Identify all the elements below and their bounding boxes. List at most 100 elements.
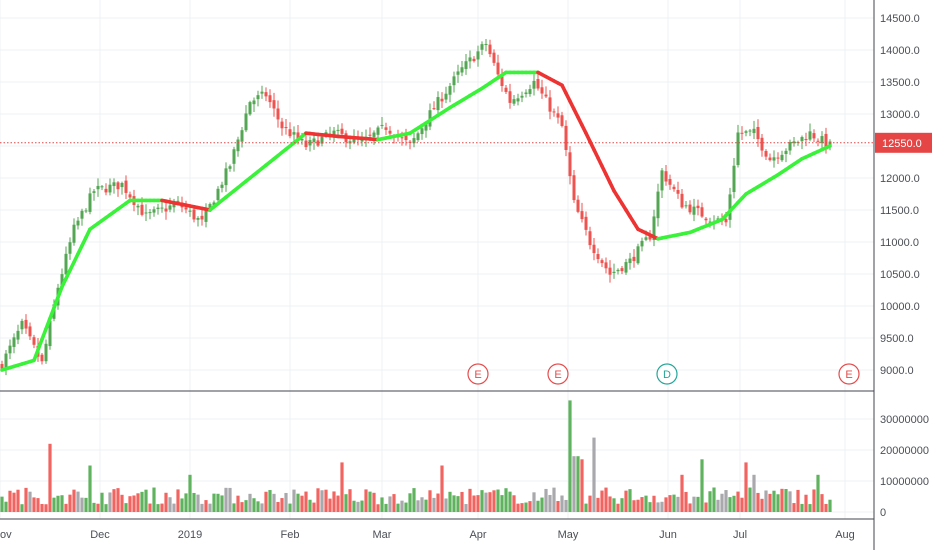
candle-body bbox=[148, 212, 152, 214]
volume-bar bbox=[108, 492, 112, 512]
price-axis[interactable]: 9000.0 9500.0 10000.0 10500.0 11000.0 11500.0… bbox=[880, 13, 920, 377]
candle-body bbox=[284, 127, 288, 129]
volume-bar bbox=[504, 488, 508, 512]
time-tick-label: 2019 bbox=[178, 529, 202, 541]
candle-body bbox=[500, 73, 504, 87]
candle-body bbox=[288, 129, 292, 137]
volume-bar bbox=[96, 503, 100, 512]
candle-body bbox=[532, 80, 536, 89]
volume-bar bbox=[40, 504, 44, 512]
volume-bar bbox=[256, 501, 260, 512]
candle-body bbox=[756, 126, 760, 140]
volume-bar bbox=[428, 490, 432, 512]
candle-body bbox=[660, 170, 664, 191]
candle-body bbox=[632, 256, 636, 262]
volume-bar bbox=[700, 459, 704, 512]
candle-body bbox=[248, 102, 252, 115]
candle-body bbox=[424, 124, 428, 131]
candle-body bbox=[512, 99, 516, 104]
candle-body bbox=[48, 321, 52, 347]
candle-body bbox=[384, 127, 388, 130]
candle-body bbox=[104, 188, 108, 193]
candle-body bbox=[168, 205, 172, 210]
candle-body bbox=[564, 125, 568, 150]
candle-body bbox=[316, 140, 320, 146]
candle-body bbox=[88, 193, 92, 212]
volume-bar bbox=[532, 492, 536, 512]
candle-body bbox=[108, 184, 112, 193]
volume-bar bbox=[276, 501, 280, 512]
volume-bar bbox=[348, 489, 352, 512]
candle-body bbox=[676, 189, 680, 194]
volume-bar bbox=[820, 494, 824, 512]
volume-bar bbox=[568, 400, 572, 512]
candle-body bbox=[24, 319, 28, 329]
volume-axis[interactable]: 0 10000000 20000000 30000000 bbox=[880, 414, 929, 519]
volume-bar bbox=[340, 462, 344, 512]
candle-body bbox=[376, 127, 380, 135]
volume-bar bbox=[196, 494, 200, 512]
candle-body bbox=[272, 100, 276, 109]
volume-bar bbox=[656, 502, 660, 512]
candle-body bbox=[768, 157, 772, 161]
candle-body bbox=[772, 157, 776, 161]
volume-bar bbox=[728, 497, 732, 512]
candle-body bbox=[144, 212, 148, 214]
candle-body bbox=[176, 200, 180, 202]
volume-bar bbox=[660, 501, 664, 512]
candle-body bbox=[544, 94, 548, 97]
volume-bar bbox=[12, 492, 16, 512]
candle-body bbox=[228, 166, 232, 169]
candle-body bbox=[732, 165, 736, 193]
ma-segment bbox=[52, 295, 60, 310]
candle-body bbox=[744, 131, 748, 133]
time-tick-label: Mar bbox=[373, 529, 392, 541]
volume-bar bbox=[72, 489, 76, 512]
event-marker-label: E bbox=[554, 369, 561, 381]
volume-bar bbox=[440, 465, 444, 512]
volume-bar bbox=[44, 504, 48, 512]
volume-bar bbox=[80, 497, 84, 512]
volume-bar bbox=[148, 503, 152, 512]
candle-body bbox=[748, 130, 752, 132]
volume-bar bbox=[604, 487, 608, 512]
candle-body bbox=[404, 135, 408, 141]
candle-body bbox=[72, 224, 76, 243]
volume-bar bbox=[456, 496, 460, 512]
volume-bar bbox=[436, 493, 440, 512]
volume-bar bbox=[824, 503, 828, 512]
candle-body bbox=[260, 91, 264, 94]
price-tick-label: 12000.0 bbox=[880, 173, 920, 185]
volume-bar bbox=[764, 490, 768, 512]
volume-bar bbox=[300, 495, 304, 512]
candle-body bbox=[192, 209, 196, 220]
volume-bar bbox=[304, 491, 308, 512]
candle-body bbox=[788, 142, 792, 151]
candle-body bbox=[580, 211, 584, 220]
candle-body bbox=[440, 98, 444, 102]
volume-bar bbox=[528, 501, 532, 512]
candle-body bbox=[0, 364, 4, 369]
candle-body bbox=[320, 136, 324, 144]
volume-bar bbox=[412, 488, 416, 512]
candle-body bbox=[96, 185, 100, 190]
volume-bar bbox=[500, 495, 504, 512]
candle-body bbox=[268, 95, 272, 103]
volume-bar bbox=[120, 494, 124, 512]
candle-body bbox=[520, 95, 524, 98]
candle-body bbox=[692, 206, 696, 215]
candle-body bbox=[32, 337, 36, 345]
candle-body bbox=[120, 182, 124, 188]
volume-bar bbox=[516, 503, 520, 512]
ma-segment bbox=[32, 348, 40, 363]
candle-body bbox=[444, 93, 448, 100]
volume-bar bbox=[220, 495, 224, 512]
time-tick-label: May bbox=[558, 529, 579, 541]
volume-bar bbox=[192, 492, 196, 512]
ma-segment bbox=[40, 327, 48, 342]
volume-bar bbox=[264, 491, 268, 512]
candle-body bbox=[140, 204, 144, 215]
volume-bar bbox=[472, 495, 476, 512]
volume-bar bbox=[560, 495, 564, 512]
time-axis[interactable]: ov Dec 2019 Feb Mar Apr May Jun Jul Aug bbox=[0, 529, 855, 541]
